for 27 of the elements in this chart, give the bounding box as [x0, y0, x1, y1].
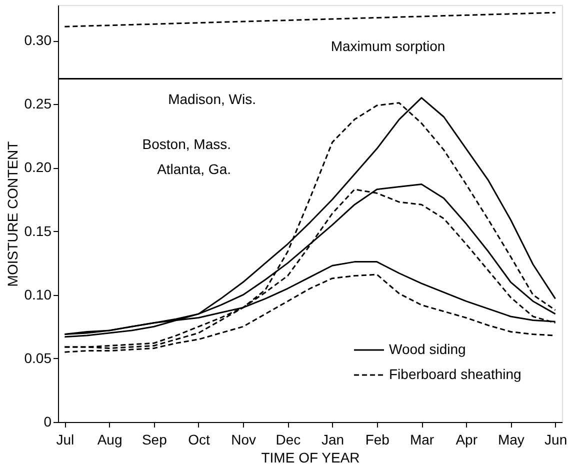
y-tick-label: 0.15: [24, 222, 52, 239]
x-tick-label: Apr: [456, 432, 478, 448]
y-tick-label: 0: [44, 414, 52, 430]
x-tick-label: Nov: [231, 432, 256, 448]
annotation: Atlanta, Ga.: [157, 161, 231, 177]
x-tick-label: Oct: [188, 432, 210, 448]
y-tick-label: 0.20: [24, 159, 52, 176]
x-axis-title: TIME OF YEAR: [261, 450, 360, 466]
y-tick-label: 0.10: [24, 286, 52, 302]
y-axis-title: MOISTURE CONTENT: [4, 140, 20, 287]
x-tick-label: Aug: [97, 432, 122, 448]
x-tick-label: Mar: [410, 432, 434, 448]
legend-label: Fiberboard sheathing: [389, 366, 522, 382]
x-tick-label: Feb: [365, 432, 390, 448]
x-tick-label: Jan: [322, 432, 344, 448]
y-tick-label: 0.30: [24, 32, 52, 48]
annotation: Boston, Mass.: [142, 136, 231, 152]
x-tick-label: May: [498, 432, 524, 448]
legend-label: Wood siding: [389, 341, 466, 357]
y-tick-label: 0.05: [24, 350, 52, 366]
y-tick-label: 0.25: [24, 96, 52, 112]
annotation: Maximum sorption: [330, 38, 446, 54]
x-tick-label: Jul: [56, 432, 74, 448]
x-tick-label: Jun: [544, 432, 568, 448]
annotation: Madison, Wis.: [168, 91, 256, 107]
x-tick-label: Dec: [276, 432, 301, 448]
x-tick-label: Sep: [142, 432, 168, 448]
